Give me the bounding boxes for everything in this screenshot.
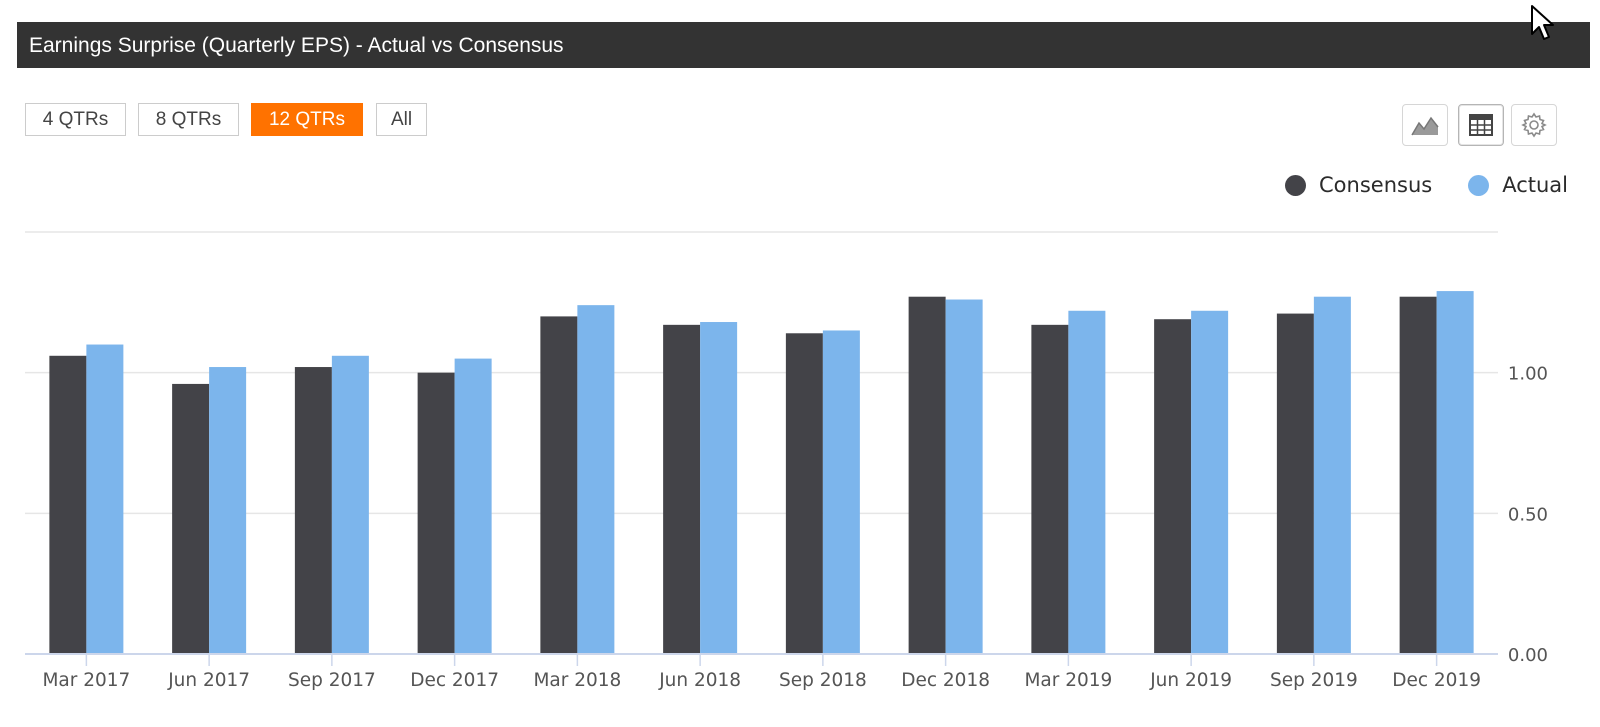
bar-actual[interactable] [86, 344, 124, 654]
legend-item-actual[interactable]: Actual [1468, 173, 1568, 197]
bar-consensus[interactable] [1399, 296, 1437, 654]
settings-button[interactable] [1511, 104, 1557, 146]
range-12-qtrs-button[interactable]: 12 QTRs [251, 103, 363, 136]
table-icon [1469, 114, 1493, 136]
bar-actual[interactable] [1068, 310, 1106, 654]
bar-consensus[interactable] [908, 296, 946, 654]
bar-consensus[interactable] [1154, 319, 1192, 654]
bar-consensus[interactable] [1031, 324, 1069, 654]
bar-actual[interactable] [1313, 296, 1351, 654]
area-chart-icon [1411, 116, 1439, 136]
legend-marker-consensus [1285, 174, 1307, 196]
y-tick-label: 0.50 [1508, 504, 1548, 525]
y-tick-label: 1.00 [1508, 364, 1548, 385]
bar-consensus[interactable] [663, 324, 701, 654]
x-tick-label: Mar 2019 [1024, 670, 1112, 691]
bar-consensus[interactable] [1276, 313, 1314, 654]
chart-legend: Consensus Actual [1249, 173, 1568, 197]
bar-consensus[interactable] [172, 383, 210, 654]
x-tick-label: Dec 2017 [410, 670, 499, 691]
legend-marker-actual [1468, 174, 1490, 196]
x-tick-label: Mar 2018 [533, 670, 621, 691]
bar-actual[interactable] [945, 299, 983, 654]
bar-consensus[interactable] [294, 367, 332, 654]
chart-title: Earnings Surprise (Quarterly EPS) - Actu… [29, 34, 564, 57]
area-chart-view-button[interactable] [1402, 104, 1448, 146]
range-4-qtrs-button[interactable]: 4 QTRs [25, 103, 126, 136]
bar-consensus[interactable] [417, 372, 455, 654]
bar-consensus[interactable] [540, 316, 578, 654]
bar-actual[interactable] [822, 330, 860, 654]
gear-icon [1521, 112, 1547, 138]
x-tick-label: Dec 2018 [901, 670, 990, 691]
legend-label-consensus: Consensus [1319, 173, 1433, 197]
mouse-cursor-icon [1531, 5, 1554, 40]
bar-actual[interactable] [577, 305, 615, 654]
x-tick-label: Sep 2017 [288, 670, 376, 691]
x-tick-label: Mar 2017 [42, 670, 130, 691]
range-all-button[interactable]: All [376, 103, 427, 136]
x-tick-label: Jun 2018 [658, 670, 741, 691]
bar-actual[interactable] [1436, 291, 1474, 654]
bar-consensus[interactable] [785, 333, 823, 654]
table-view-button[interactable] [1458, 104, 1504, 146]
bar-actual[interactable] [700, 322, 738, 654]
x-tick-label: Jun 2019 [1149, 670, 1232, 691]
bar-actual[interactable] [1191, 310, 1229, 654]
chart-header: Earnings Surprise (Quarterly EPS) - Actu… [17, 22, 1590, 68]
bar-actual[interactable] [331, 355, 369, 654]
x-tick-label: Sep 2019 [1270, 670, 1358, 691]
legend-label-actual: Actual [1502, 173, 1568, 197]
x-tick-label: Jun 2017 [167, 670, 250, 691]
x-tick-label: Dec 2019 [1392, 670, 1481, 691]
x-tick-label: Sep 2018 [779, 670, 867, 691]
legend-item-consensus[interactable]: Consensus [1285, 173, 1432, 197]
bar-consensus[interactable] [49, 355, 87, 654]
bar-actual[interactable] [454, 358, 492, 654]
range-8-qtrs-button[interactable]: 8 QTRs [138, 103, 239, 136]
y-tick-label: 0.00 [1508, 645, 1548, 666]
bar-actual[interactable] [209, 367, 247, 654]
